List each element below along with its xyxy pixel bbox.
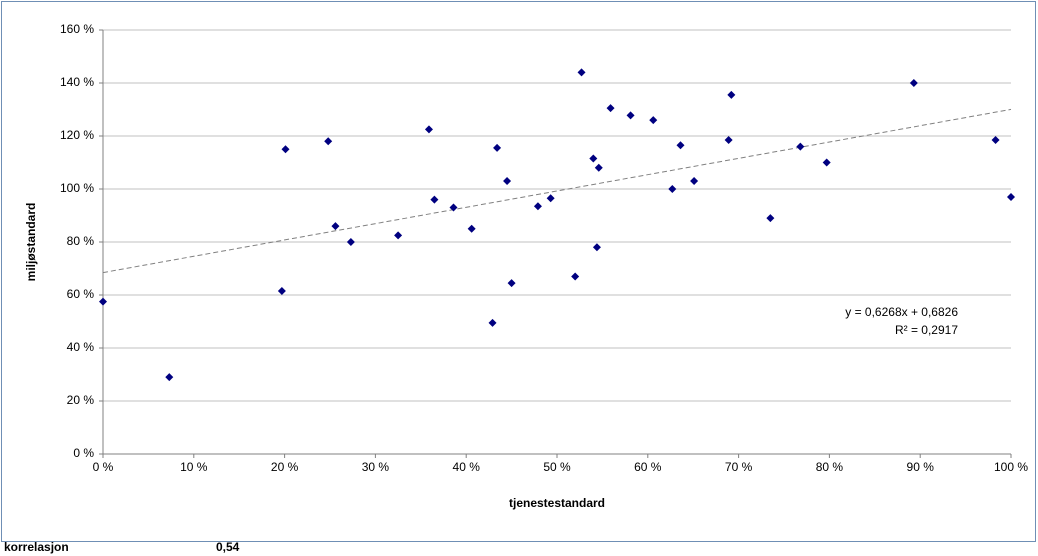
point [766, 214, 775, 223]
y-tick-label: 40 % [67, 340, 95, 354]
point [424, 125, 433, 134]
y-tick-label: 60 % [67, 287, 95, 301]
point [546, 194, 555, 203]
x-axis-title: tjenestestandard [509, 496, 605, 510]
point [488, 318, 497, 327]
point [727, 90, 736, 99]
correlation-value: 0,54 [216, 540, 240, 554]
x-tick-label: 100 % [994, 460, 1028, 474]
point [606, 104, 615, 113]
point [165, 373, 174, 382]
point [991, 135, 1000, 144]
point [493, 143, 502, 152]
point [1007, 192, 1015, 201]
point [394, 231, 403, 240]
x-tick-label: 90 % [907, 460, 935, 474]
point [690, 177, 699, 186]
x-tick-label: 80 % [816, 460, 844, 474]
point [626, 111, 635, 120]
point [796, 142, 805, 151]
point [324, 137, 333, 146]
chart-frame [1, 1, 1036, 542]
point [99, 297, 107, 306]
y-axis-title: miljøstandard [24, 203, 38, 282]
point [724, 135, 733, 144]
y-tick-label: 100 % [60, 181, 94, 195]
point [467, 224, 476, 233]
y-tick-label: 80 % [67, 234, 95, 248]
equation: y = 0,6268x + 0,6826 [845, 305, 958, 319]
trendline [102, 108, 1012, 274]
x-tick-label: 30 % [362, 460, 390, 474]
y-tick-label: 160 % [60, 22, 94, 36]
point [430, 195, 439, 204]
x-tick-label: 60 % [634, 460, 662, 474]
point [507, 279, 516, 288]
y-tick-label: 140 % [60, 75, 94, 89]
point [331, 222, 340, 231]
point [822, 158, 831, 167]
correlation-label: korrelasjon [4, 540, 69, 554]
point [449, 203, 458, 212]
point [589, 154, 598, 163]
x-tick-label: 0 % [93, 460, 114, 474]
y-tick-label: 0 % [73, 446, 94, 460]
point [281, 145, 290, 154]
point [668, 185, 677, 193]
x-tick-label: 40 % [453, 460, 481, 474]
x-tick-label: 10 % [180, 460, 208, 474]
x-tick-label: 50 % [543, 460, 571, 474]
r-squared: R² = 0,2917 [895, 323, 958, 337]
point [594, 163, 603, 172]
point [571, 272, 580, 281]
point [277, 287, 286, 296]
y-tick-label: 120 % [60, 128, 94, 142]
point [577, 68, 586, 77]
point [909, 79, 918, 87]
point [676, 141, 685, 150]
y-tick-label: 20 % [67, 393, 95, 407]
point [649, 116, 658, 125]
x-tick-label: 20 % [271, 460, 299, 474]
x-tick-label: 70 % [725, 460, 753, 474]
point [592, 243, 601, 252]
point [346, 238, 355, 246]
point [503, 177, 512, 186]
point [533, 202, 542, 211]
